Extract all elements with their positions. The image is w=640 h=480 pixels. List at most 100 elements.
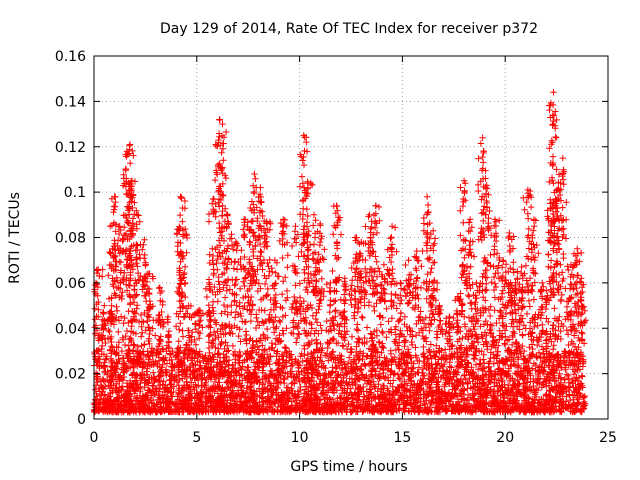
data-point — [298, 173, 306, 180]
data-point — [206, 251, 213, 258]
data-point — [246, 238, 253, 245]
data-point — [113, 303, 120, 310]
data-point — [279, 291, 286, 298]
data-point — [175, 338, 182, 345]
data-point — [333, 255, 341, 263]
data-point — [205, 276, 213, 283]
data-point — [123, 327, 131, 335]
data-point — [121, 314, 128, 322]
data-point — [221, 294, 229, 301]
data-point — [127, 160, 134, 167]
data-point — [310, 241, 318, 248]
data-point — [134, 302, 141, 309]
data-point — [150, 369, 157, 376]
data-point — [251, 366, 258, 373]
data-point — [346, 354, 353, 361]
data-point — [317, 220, 324, 228]
data-point — [134, 263, 141, 270]
data-point — [220, 358, 227, 365]
data-point — [326, 308, 333, 316]
data-point — [179, 327, 186, 334]
data-point — [179, 218, 186, 225]
data-point — [241, 282, 248, 290]
data-point — [317, 296, 324, 303]
data-point — [301, 342, 308, 349]
data-point — [258, 249, 265, 256]
data-point — [214, 142, 221, 150]
data-point — [316, 297, 323, 304]
data-point — [304, 212, 311, 220]
data-point — [211, 176, 219, 184]
data-point — [205, 218, 213, 225]
data-point — [225, 347, 232, 354]
data-point — [283, 287, 291, 295]
data-point — [253, 338, 260, 346]
data-point — [324, 344, 331, 352]
data-point — [341, 275, 348, 282]
data-point — [308, 321, 315, 328]
data-point — [152, 332, 159, 339]
data-point — [99, 273, 106, 280]
data-point — [301, 386, 309, 393]
data-point — [363, 380, 371, 388]
data-point — [209, 245, 216, 252]
data-point — [301, 269, 308, 277]
data-point — [304, 252, 311, 259]
data-point — [297, 353, 304, 360]
data-point — [330, 335, 337, 343]
data-point — [292, 223, 299, 230]
data-point — [272, 291, 279, 299]
data-point — [313, 336, 320, 343]
data-point — [280, 330, 287, 337]
data-point — [128, 323, 135, 330]
data-point — [236, 285, 244, 292]
data-point — [293, 339, 300, 346]
data-point — [257, 248, 264, 255]
data-point — [312, 315, 319, 323]
data-point — [413, 353, 420, 361]
data-points — [90, 89, 589, 416]
data-point — [177, 193, 184, 200]
data-point — [114, 237, 122, 244]
data-point — [326, 288, 333, 295]
data-point — [124, 219, 131, 226]
data-point — [284, 252, 291, 259]
data-point — [160, 355, 167, 363]
data-point — [563, 371, 570, 378]
data-point — [338, 395, 345, 402]
data-point — [313, 319, 321, 326]
data-point — [230, 246, 237, 253]
data-point — [224, 377, 231, 385]
data-point — [125, 308, 132, 315]
data-point — [108, 338, 115, 346]
data-point — [222, 174, 230, 182]
data-point — [157, 337, 164, 344]
data-point — [136, 276, 143, 283]
data-point — [126, 141, 134, 148]
data-point — [218, 340, 225, 347]
data-point — [250, 182, 257, 189]
data-point — [214, 298, 221, 305]
data-point — [131, 342, 138, 349]
data-point — [323, 317, 330, 325]
data-point — [308, 181, 316, 188]
data-point — [266, 371, 274, 378]
data-point — [179, 333, 187, 340]
data-point — [248, 218, 255, 225]
data-point — [543, 383, 550, 390]
data-point — [315, 363, 322, 370]
data-point — [323, 281, 330, 288]
data-point — [229, 342, 237, 350]
data-point — [238, 365, 245, 373]
grid-lines — [94, 56, 608, 419]
data-point — [218, 149, 225, 156]
data-point — [251, 170, 258, 178]
data-point — [540, 358, 547, 365]
data-point — [224, 211, 231, 218]
data-point — [330, 231, 337, 238]
data-point — [279, 254, 286, 262]
data-point — [296, 378, 303, 386]
data-point — [232, 276, 239, 284]
data-point — [176, 326, 183, 333]
